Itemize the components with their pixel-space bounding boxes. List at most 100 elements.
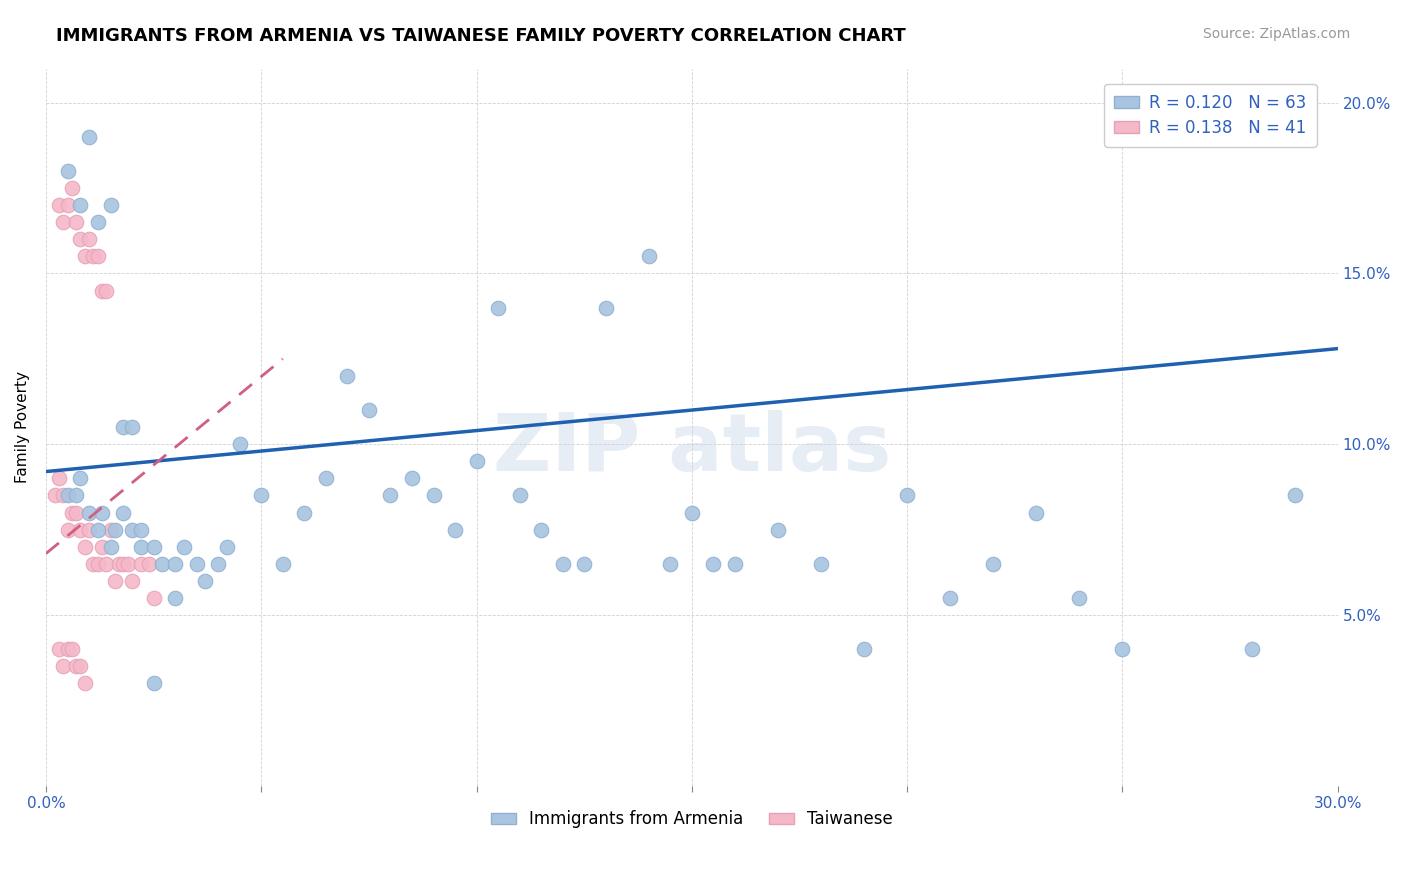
Point	[142, 591, 165, 605]
Text: ZIP atlas: ZIP atlas	[492, 409, 891, 488]
Point	[486, 301, 509, 315]
Point	[939, 591, 962, 605]
Point	[56, 642, 79, 657]
Point	[530, 523, 553, 537]
Point	[138, 557, 160, 571]
Point	[86, 557, 108, 571]
Point	[60, 506, 83, 520]
Point	[100, 540, 122, 554]
Point	[1111, 642, 1133, 657]
Point	[65, 215, 87, 229]
Point	[112, 420, 135, 434]
Point	[207, 557, 229, 571]
Point	[56, 488, 79, 502]
Point	[121, 523, 143, 537]
Point	[69, 198, 91, 212]
Point	[595, 301, 617, 315]
Point	[659, 557, 682, 571]
Point	[69, 232, 91, 246]
Point	[121, 574, 143, 588]
Point	[77, 523, 100, 537]
Point	[896, 488, 918, 502]
Point	[1025, 506, 1047, 520]
Point	[336, 368, 359, 383]
Point	[724, 557, 747, 571]
Point	[1069, 591, 1091, 605]
Point	[637, 249, 659, 263]
Y-axis label: Family Poverty: Family Poverty	[15, 371, 30, 483]
Point	[129, 557, 152, 571]
Point	[681, 506, 703, 520]
Point	[82, 249, 104, 263]
Point	[229, 437, 252, 451]
Point	[52, 659, 75, 673]
Point	[121, 420, 143, 434]
Point	[100, 198, 122, 212]
Point	[129, 523, 152, 537]
Point	[853, 642, 876, 657]
Point	[73, 540, 96, 554]
Point	[69, 523, 91, 537]
Point	[91, 284, 114, 298]
Point	[142, 540, 165, 554]
Point	[981, 557, 1004, 571]
Point	[60, 181, 83, 195]
Point	[271, 557, 294, 571]
Point	[551, 557, 574, 571]
Point	[444, 523, 467, 537]
Point	[56, 198, 79, 212]
Point	[215, 540, 238, 554]
Point	[250, 488, 273, 502]
Point	[48, 642, 70, 657]
Point	[52, 215, 75, 229]
Point	[1284, 488, 1306, 502]
Point	[91, 540, 114, 554]
Point	[48, 198, 70, 212]
Point	[77, 232, 100, 246]
Point	[702, 557, 724, 571]
Point	[150, 557, 173, 571]
Point	[104, 574, 127, 588]
Point	[77, 506, 100, 520]
Point	[69, 471, 91, 485]
Point	[73, 249, 96, 263]
Point	[165, 591, 187, 605]
Point	[142, 676, 165, 690]
Point	[96, 557, 118, 571]
Point	[60, 642, 83, 657]
Point	[186, 557, 208, 571]
Point	[810, 557, 832, 571]
Point	[65, 506, 87, 520]
Text: Source: ZipAtlas.com: Source: ZipAtlas.com	[1202, 27, 1350, 41]
Point	[69, 659, 91, 673]
Point	[65, 659, 87, 673]
Point	[401, 471, 423, 485]
Point	[357, 403, 380, 417]
Text: IMMIGRANTS FROM ARMENIA VS TAIWANESE FAMILY POVERTY CORRELATION CHART: IMMIGRANTS FROM ARMENIA VS TAIWANESE FAM…	[56, 27, 905, 45]
Point	[112, 506, 135, 520]
Point	[108, 557, 131, 571]
Point	[129, 540, 152, 554]
Point	[44, 488, 66, 502]
Point	[104, 523, 127, 537]
Point	[65, 488, 87, 502]
Point	[194, 574, 217, 588]
Point	[173, 540, 195, 554]
Point	[465, 454, 488, 468]
Point	[56, 164, 79, 178]
Point	[86, 249, 108, 263]
Point	[315, 471, 337, 485]
Point	[380, 488, 402, 502]
Point	[96, 284, 118, 298]
Point	[86, 215, 108, 229]
Point	[56, 523, 79, 537]
Point	[100, 523, 122, 537]
Point	[86, 523, 108, 537]
Point	[422, 488, 444, 502]
Point	[574, 557, 596, 571]
Point	[117, 557, 139, 571]
Point	[91, 506, 114, 520]
Point	[73, 676, 96, 690]
Point	[165, 557, 187, 571]
Point	[52, 488, 75, 502]
